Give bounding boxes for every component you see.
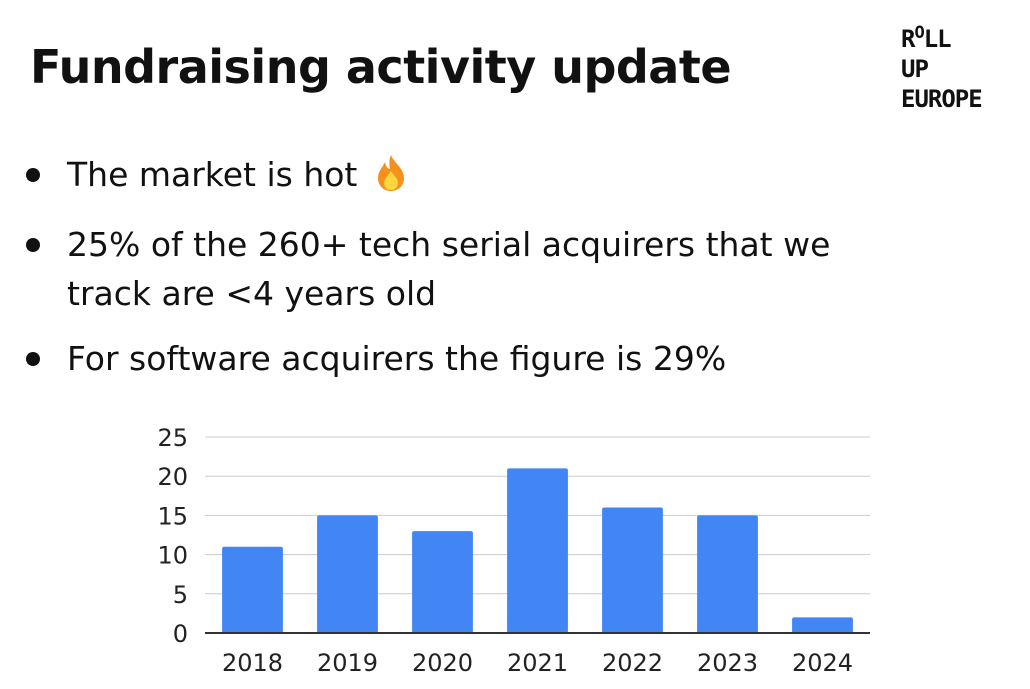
x-tick-label: 2024	[792, 649, 853, 677]
y-tick-label: 5	[173, 581, 188, 609]
logo-line-3: EUROPE	[901, 85, 983, 113]
bar	[317, 515, 378, 633]
y-tick-label: 0	[173, 620, 188, 648]
bullet-text: 25% of the 260+ tech serial acquirers th…	[67, 225, 831, 264]
y-tick-label: 15	[157, 502, 188, 530]
x-tick-label: 2023	[697, 649, 758, 677]
bar	[222, 546, 283, 633]
x-tick-label: 2022	[602, 649, 663, 677]
bullet-text: track are <4 years old	[67, 274, 437, 313]
bar	[697, 515, 758, 633]
roll-up-europe-logo: ROLL UP EUROPE	[901, 18, 1027, 114]
bar	[602, 507, 663, 633]
y-tick-label: 10	[157, 542, 188, 570]
bar	[507, 468, 568, 633]
x-tick-label: 2021	[507, 649, 568, 677]
bullet-item: For software acquirers the figure is 29%	[24, 334, 830, 383]
bullet-dot	[26, 168, 40, 182]
bullet-dot	[26, 352, 40, 366]
logo-line-1: ROLL	[901, 23, 952, 53]
fire-icon	[376, 154, 406, 205]
bar	[792, 617, 853, 633]
bar-chart: 0 5 10 15 20 25 2018 2019 2020 2021 2022 2023 2024	[157, 424, 870, 677]
bullet-dot	[26, 238, 40, 252]
y-tick-label: 20	[157, 463, 188, 491]
bullet-list: The market is hot 25% of the 260+ tech s…	[24, 150, 830, 383]
x-tick-label: 2020	[412, 649, 473, 677]
slide-title: Fundraising activity update	[30, 40, 732, 94]
bullet-item: The market is hot	[24, 150, 830, 205]
logo-line-2: UP	[901, 55, 929, 83]
x-tick-label: 2018	[222, 649, 283, 677]
bullet-text: For software acquirers the figure is 29%	[67, 339, 727, 378]
bullet-continuation: track are <4 years old	[24, 269, 830, 318]
bullet-item: 25% of the 260+ tech serial acquirers th…	[24, 220, 830, 269]
y-tick-label: 25	[157, 424, 188, 452]
bar	[412, 531, 473, 633]
bullet-text: The market is hot	[67, 155, 358, 194]
x-tick-label: 2019	[317, 649, 378, 677]
